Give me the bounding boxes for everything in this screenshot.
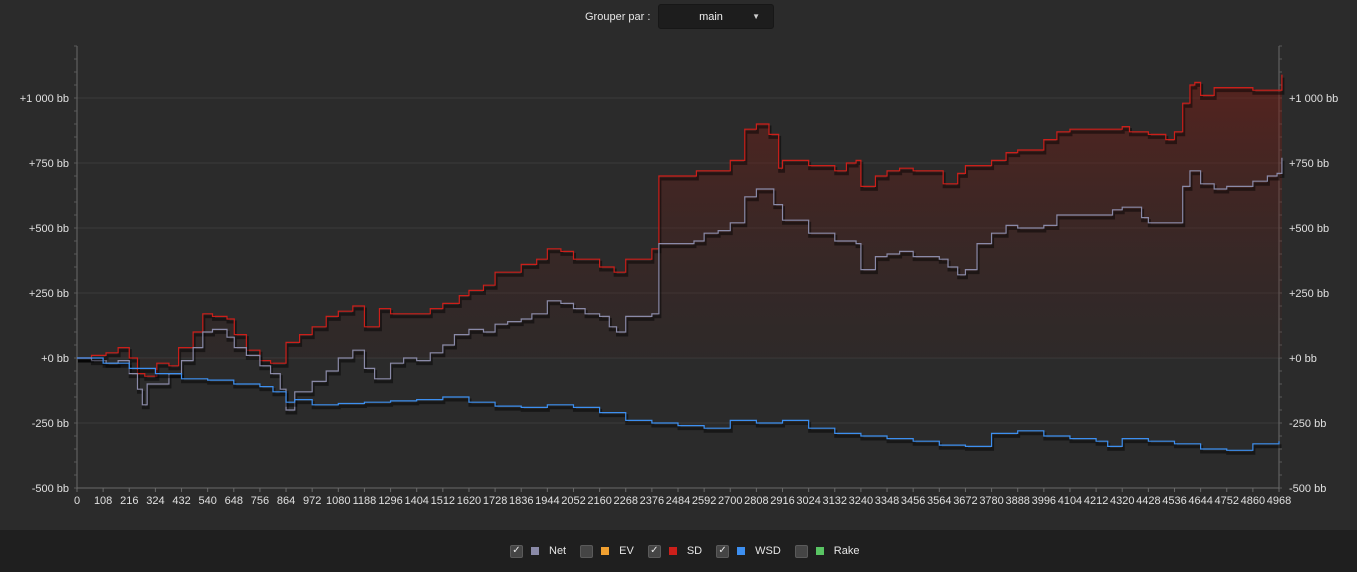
checkbox-checked-icon[interactable]: ✓ [716,544,730,558]
x-tick-label: 2376 [640,495,664,507]
x-tick-label: 756 [251,495,269,507]
y-tick-label-left: +1 000 bb [20,93,69,105]
x-tick-label: 540 [198,495,216,507]
x-tick-label: 4428 [1136,495,1160,507]
y-tick-label-left: +0 bb [41,353,69,365]
y-tick-label-right: -250 bb [1289,418,1326,430]
y-tick-label-right: -500 bb [1289,483,1326,495]
x-tick-label: 1512 [431,495,455,507]
x-tick-label: 2592 [692,495,716,507]
x-tick-label: 3780 [979,495,1003,507]
x-tick-label: 1728 [483,495,507,507]
group-by-select[interactable]: main ▼ [658,4,774,29]
legend-item-net[interactable]: ✓ Net [510,544,572,558]
legend-label: SD [686,545,703,557]
legend-swatch [531,547,539,555]
bankroll-chart: -500 bb -500 bb -250 bb -250 bb +0 bb +0 bb +2… [20,45,1338,507]
x-tick-label: 3996 [1032,495,1056,507]
legend-item-rake[interactable]: Rake [794,544,866,558]
x-tick-label: 2700 [718,495,742,507]
y-tick-label-left: +750 bb [29,158,69,170]
x-tick-label: 216 [120,495,138,507]
group-by-label: Grouper par : [585,11,651,23]
legend-swatch [737,547,746,555]
legend-swatch [668,547,677,555]
x-tick-label: 4644 [1188,495,1212,507]
series-line-net [77,157,1283,411]
x-tick-label: 4968 [1267,495,1291,507]
x-tick-label: 3564 [927,495,951,507]
x-tick-label: 0 [74,495,80,507]
x-tick-label: 1080 [326,495,350,507]
legend-label: EV [619,545,634,557]
x-tick-label: 648 [225,495,243,507]
y-tick-label-right: +500 bb [1289,223,1329,235]
legend-item-sd[interactable]: ✓ SD [647,544,708,558]
x-tick-label: 2808 [744,495,768,507]
legend-label: Net [549,545,567,557]
series-shadow-sd [78,77,1285,381]
series-line-sd [77,74,1283,377]
x-tick-label: 4752 [1214,495,1238,507]
x-tick-label: 108 [94,495,112,507]
series-fill-sd [77,74,1282,377]
x-tick-label: 1296 [378,495,402,507]
series-line-wsd [77,357,1280,451]
checkbox-checked-icon[interactable]: ✓ [510,544,523,558]
checkbox-unchecked-icon[interactable] [580,544,594,558]
x-tick-label: 4536 [1162,495,1186,507]
x-tick-label: 2268 [613,495,637,507]
x-tick-label: 3240 [849,495,873,507]
y-tick-label-left: -250 bb [32,418,69,430]
x-tick-label: 3132 [823,495,847,507]
legend-label: WSD [755,545,781,557]
x-tick-label: 972 [303,495,321,507]
x-tick-label: 2160 [587,495,611,507]
x-tick-label: 2052 [561,495,585,507]
y-tick-label-left: -500 bb [32,483,69,495]
legend: ✓ Net EV ✓ SD ✓ WSD Rake [510,543,873,559]
x-tick-label: 4212 [1084,495,1108,507]
y-tick-label-left: +500 bb [29,223,69,235]
x-tick-label: 864 [277,495,295,507]
x-tick-label: 2484 [666,495,690,507]
y-tick-label-left: +250 bb [29,288,69,300]
legend-item-wsd[interactable]: ✓ WSD [716,544,787,558]
x-tick-label: 4320 [1110,495,1134,507]
x-tick-label: 1620 [457,495,481,507]
toolbar: Grouper par : main ▼ [0,0,1357,34]
group-by-value: main [699,11,723,23]
y-tick-label-right: +1 000 bb [1289,93,1338,105]
x-tick-label: 4860 [1241,495,1265,507]
legend-item-ev[interactable]: EV [580,544,640,558]
y-tick-label-right: +250 bb [1289,288,1329,300]
x-tick-label: 1188 [353,495,377,507]
y-tick-label-right: +0 bb [1289,353,1317,365]
x-tick-label: 3456 [901,495,925,507]
legend-bar: ✓ Net EV ✓ SD ✓ WSD Rake [0,530,1357,572]
x-tick-label: 432 [172,495,190,507]
legend-swatch [815,547,824,555]
legend-swatch [601,547,610,555]
legend-label: Rake [833,545,860,557]
x-tick-label: 324 [146,495,164,507]
checkbox-checked-icon[interactable]: ✓ [647,544,661,558]
x-tick-label: 1836 [509,495,533,507]
x-tick-label: 3888 [1005,495,1029,507]
triangle-down-icon: ▼ [752,12,760,21]
x-tick-label: 3672 [953,495,977,507]
x-tick-label: 1404 [404,495,428,507]
x-tick-label: 2916 [770,495,794,507]
series-shadow-wsd [78,359,1282,455]
x-tick-label: 1944 [535,495,559,507]
x-tick-label: 3024 [796,495,820,507]
y-tick-label-right: +750 bb [1289,158,1329,170]
x-tick-label: 4104 [1058,495,1082,507]
checkbox-unchecked-icon[interactable] [794,544,808,558]
x-tick-label: 3348 [875,495,899,507]
